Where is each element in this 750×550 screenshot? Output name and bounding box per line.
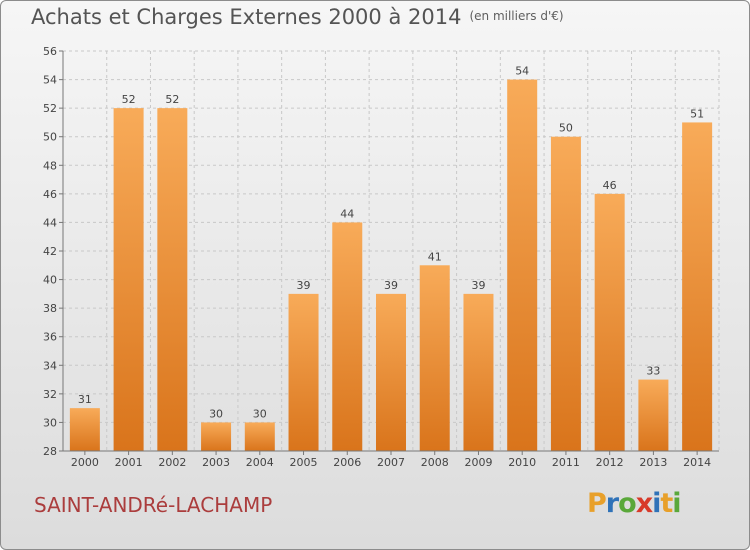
y-tick-label: 32 — [43, 388, 57, 401]
logo-letter: t — [660, 488, 673, 519]
bar — [594, 193, 625, 451]
x-tick-label: 2001 — [115, 456, 143, 469]
data-label: 51 — [690, 107, 704, 120]
y-tick-label: 54 — [43, 74, 57, 87]
logo-letter: P — [587, 488, 607, 519]
logo-letter: x — [635, 488, 653, 519]
logo-letter: o — [618, 488, 637, 519]
bar — [682, 122, 713, 451]
x-tick-label: 2007 — [377, 456, 405, 469]
y-tick-label: 34 — [43, 359, 57, 372]
logo-letter: i — [652, 488, 661, 519]
x-tick-label: 2004 — [246, 456, 274, 469]
data-label: 44 — [340, 207, 354, 220]
chart-title-text: Achats et Charges Externes 2000 à 2014 — [31, 5, 462, 29]
y-tick-label: 50 — [43, 131, 57, 144]
y-tick-label: 40 — [43, 274, 57, 287]
bar — [332, 222, 363, 451]
x-tick-label: 2000 — [71, 456, 99, 469]
y-tick-label: 42 — [43, 245, 57, 258]
y-tick-label: 46 — [43, 188, 57, 201]
bar — [244, 422, 275, 451]
data-label: 30 — [209, 407, 223, 420]
logo-letter: r — [605, 488, 619, 519]
bar — [288, 293, 319, 451]
x-tick-label: 2010 — [508, 456, 536, 469]
bar — [463, 293, 494, 451]
x-tick-label: 2012 — [596, 456, 624, 469]
data-label: 33 — [646, 365, 660, 378]
x-tick-label: 2014 — [683, 456, 711, 469]
bar — [201, 422, 232, 451]
data-label: 50 — [559, 122, 573, 135]
x-tick-label: 2009 — [464, 456, 492, 469]
data-label: 30 — [253, 407, 267, 420]
x-tick-label: 2008 — [421, 456, 449, 469]
data-label: 31 — [78, 393, 92, 406]
axes: 28 30 32 34 36 38 40 42 44 46 48 50 52 54 56 2000 2001 20… — [43, 45, 719, 469]
x-tick-label: 2011 — [552, 456, 580, 469]
y-tick-label: 56 — [43, 45, 57, 58]
y-tick-label: 48 — [43, 159, 57, 172]
y-tick-label: 36 — [43, 331, 57, 344]
x-tick-label: 2002 — [158, 456, 186, 469]
y-tick-label: 38 — [43, 302, 57, 315]
y-tick-label: 30 — [43, 416, 57, 429]
bar — [507, 79, 538, 452]
bar — [157, 108, 188, 452]
bar — [113, 108, 144, 452]
data-label: 52 — [122, 93, 136, 106]
data-label: 46 — [603, 179, 617, 192]
bar — [419, 265, 450, 451]
x-tick-label: 2005 — [290, 456, 318, 469]
bar — [376, 293, 406, 451]
data-label: 39 — [471, 279, 485, 292]
data-label: 41 — [428, 250, 442, 263]
data-label: 54 — [515, 65, 529, 78]
chart-title: Achats et Charges Externes 2000 à 2014 (e… — [31, 5, 564, 29]
y-tick-label: 44 — [43, 216, 57, 229]
x-tick-label: 2013 — [639, 456, 667, 469]
bar — [69, 408, 100, 451]
data-label: 39 — [297, 279, 311, 292]
data-label: 39 — [384, 279, 398, 292]
bar — [638, 379, 669, 451]
proxiti-logo: Proxiti — [587, 488, 682, 519]
chart-unit: (en milliers d'€) — [469, 9, 564, 23]
bar — [550, 136, 581, 451]
data-label: 52 — [165, 93, 179, 106]
commune-name: SAINT-ANDRé-LACHAMP — [34, 493, 273, 517]
y-tick-label: 28 — [43, 445, 57, 458]
x-tick-label: 2003 — [202, 456, 230, 469]
bars: 31 52 52 30 30 39 44 39 41 39 54 50 46 33 51 — [69, 65, 713, 452]
x-tick-label: 2006 — [333, 456, 361, 469]
y-tick-label: 52 — [43, 102, 57, 115]
logo-letter: i — [672, 488, 681, 519]
